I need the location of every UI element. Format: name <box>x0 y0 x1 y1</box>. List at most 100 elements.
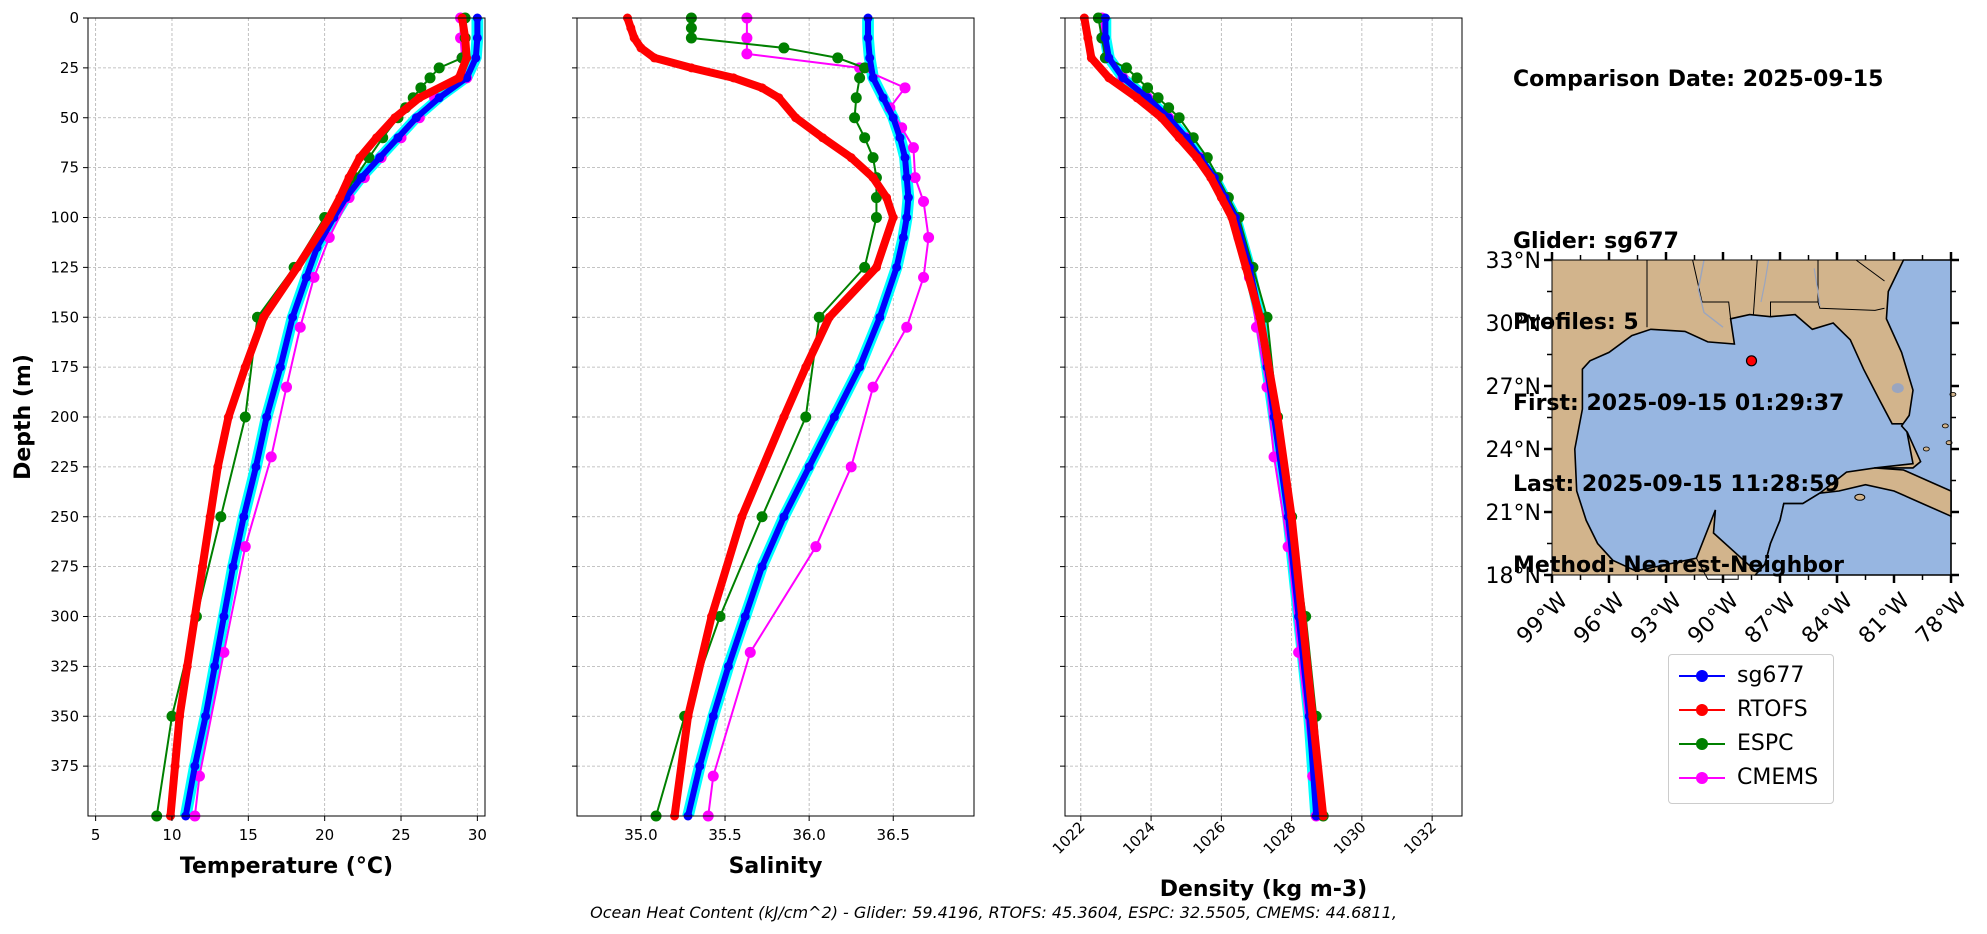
series-point-rtofs <box>1297 612 1307 621</box>
series-point-sg677 <box>434 93 444 103</box>
series-point-sg677 <box>903 193 913 203</box>
series-point-rtofs <box>240 362 250 372</box>
series-point-sg677 <box>471 53 481 63</box>
ohc-footer: Ocean Heat Content (kJ/cm^2) - Glider: 5… <box>590 903 1397 922</box>
x-tick-label: 35.0 <box>624 826 657 844</box>
series-point-sg677 <box>868 73 878 83</box>
series-point-rtofs <box>888 213 898 222</box>
series-point-sg677 <box>1100 33 1110 43</box>
x-tick-label: 10 <box>162 826 181 844</box>
x-tick-label: 35.5 <box>708 826 741 844</box>
legend-item-rtofs: RTOFS <box>1679 694 1829 724</box>
series-point-sg677 <box>863 33 873 43</box>
state-border <box>1855 259 1885 282</box>
series-point-espc <box>859 261 871 273</box>
series-point-rtofs <box>737 512 747 522</box>
series-point-espc <box>859 132 871 144</box>
lat-tick-label: 33°N <box>1486 249 1541 274</box>
series-point-rtofs <box>791 113 801 123</box>
y-tick-label: 375 <box>50 757 79 775</box>
series-point-espc <box>1131 72 1143 84</box>
series-point-sg677 <box>219 612 229 621</box>
series-point-rtofs <box>1216 193 1226 203</box>
series-point-rtofs <box>198 562 208 572</box>
y-tick-label: 325 <box>50 657 79 675</box>
series-point-rtofs <box>824 312 834 322</box>
series-point-sg677 <box>301 272 311 282</box>
series-point-rtofs <box>223 412 233 422</box>
series-point-sg677 <box>472 33 482 43</box>
series-point-sg677 <box>375 153 385 163</box>
series-point-sg677 <box>900 153 910 163</box>
series-point-rtofs <box>1157 113 1167 123</box>
y-tick-label: 275 <box>50 558 79 576</box>
series-point-rtofs <box>629 33 639 43</box>
series-point-espc <box>854 72 866 84</box>
salinity-panel: 35.0 35.5 36.0 36.5 Salinity <box>572 12 975 879</box>
legend: sg677 RTOFS ESPC CMEMS <box>1668 654 1834 804</box>
series-point-sg677 <box>865 53 875 63</box>
lake-okeechobee <box>1891 383 1904 394</box>
series-point-espc <box>685 22 697 34</box>
state-border <box>1752 259 1758 315</box>
series-point-espc <box>166 710 178 722</box>
y-tick-label: 225 <box>50 458 79 476</box>
series-point-cmems <box>193 770 205 782</box>
lat-tick-label: 30°N <box>1486 312 1541 337</box>
series-point-rtofs <box>292 262 302 272</box>
series-point-espc <box>685 32 697 44</box>
series-point-rtofs <box>462 53 472 63</box>
series-point-sg677 <box>895 133 905 143</box>
series-point-rtofs <box>414 93 424 103</box>
series-point-rtofs <box>344 173 354 183</box>
legend-item-sg677: sg677 <box>1679 660 1829 690</box>
series-point-sg677 <box>888 113 898 123</box>
series-point-cmems <box>265 451 277 463</box>
series-point-cmems <box>810 541 822 553</box>
series-point-sg677 <box>855 362 865 372</box>
series-point-sg677 <box>1104 53 1114 63</box>
y-tick-label: 125 <box>50 258 79 276</box>
series-point-sg677 <box>902 173 912 183</box>
x-axis-label: Density (kg m-3) <box>1160 877 1368 902</box>
series-point-sg677 <box>875 312 885 322</box>
series-point-rtofs <box>1255 312 1265 322</box>
series-point-rtofs <box>335 193 345 203</box>
y-axis-label: Depth (m) <box>11 354 36 480</box>
state-border <box>1817 301 1885 311</box>
river <box>1813 268 1821 307</box>
x-tick-label: 1030 <box>1330 818 1370 858</box>
series-point-sg677 <box>201 711 211 721</box>
series-point-rtofs <box>390 113 400 123</box>
series-point-rtofs <box>1206 173 1216 183</box>
y-tick-label: 75 <box>60 159 79 177</box>
state-border <box>1770 260 1819 317</box>
series-point-cmems <box>744 646 756 658</box>
island <box>1941 423 1949 429</box>
lat-tick-label: 18°N <box>1486 564 1541 589</box>
x-axis-label: Salinity <box>729 854 823 879</box>
method: Method: Nearest-Neighbor <box>1513 553 1844 578</box>
series-point-cmems <box>867 381 879 393</box>
series-point-rtofs <box>1174 133 1184 143</box>
state-border <box>1692 259 1732 319</box>
series-point-rtofs <box>686 63 696 73</box>
series-point-rtofs <box>882 193 892 203</box>
y-tick-label: 25 <box>60 59 79 77</box>
series-point-sg677 <box>411 113 421 123</box>
series-point-cmems <box>281 381 292 393</box>
series-point-rtofs <box>683 711 693 721</box>
series-point-sg677 <box>723 661 733 671</box>
x-tick-label: 36.0 <box>792 826 825 844</box>
series-point-sg677 <box>892 262 902 272</box>
series-point-rtofs <box>626 23 636 33</box>
series-point-rtofs <box>259 312 269 322</box>
series-point-espc <box>1173 112 1185 124</box>
legend-label: RTOFS <box>1737 697 1808 722</box>
series-point-espc <box>832 52 844 64</box>
series-point-espc <box>239 411 251 423</box>
temperature-panel: 0 25 50 75 100 125 150 175 200 225 250 275 300 325 350… <box>11 9 487 879</box>
lat-tick-label: 27°N <box>1486 375 1541 400</box>
series-point-cmems <box>909 172 921 184</box>
